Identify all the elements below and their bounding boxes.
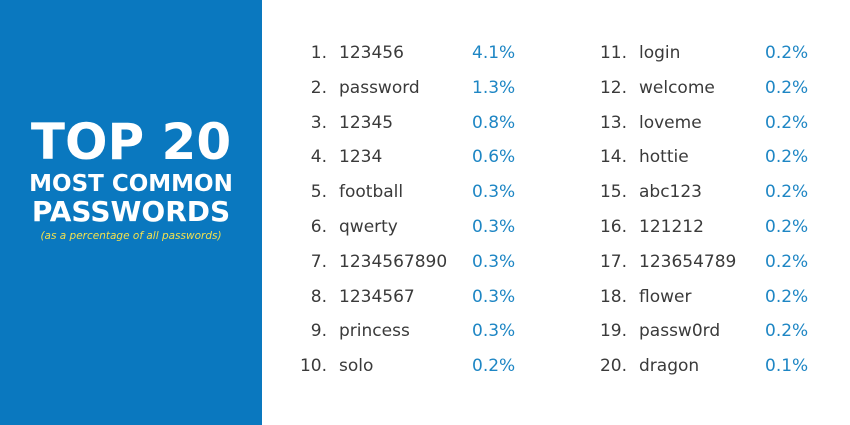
password: qwerty xyxy=(339,216,398,237)
password: login xyxy=(639,43,681,63)
password: passw0rd xyxy=(639,321,721,342)
rank: 8. xyxy=(310,286,327,307)
rank: 14. xyxy=(599,147,627,168)
rank: 20. xyxy=(599,356,627,377)
rank: 15. xyxy=(599,182,627,203)
percentage: 0.2% xyxy=(765,286,809,307)
rank: 1. xyxy=(310,43,327,63)
percentage: 0.2% xyxy=(765,182,809,203)
percentage: 0.2% xyxy=(765,77,809,98)
password: abc123 xyxy=(639,182,703,203)
password: welcome xyxy=(639,77,715,98)
percentage: 1.3% xyxy=(472,77,516,98)
password: dragon xyxy=(639,356,700,377)
rank: 17. xyxy=(599,251,627,272)
rank: 16. xyxy=(599,216,627,237)
percentage: 0.2% xyxy=(765,43,809,63)
percentage: 0.8% xyxy=(472,112,516,133)
rank: 7. xyxy=(310,251,327,272)
percentage: 4.1% xyxy=(472,43,516,63)
rank: 6. xyxy=(310,216,327,237)
title-block: TOP 20 MOST COMMON PASSWORDS (as a perce… xyxy=(0,115,262,243)
title-note: (as a percentage of all passwords) xyxy=(40,230,222,242)
rank: 5. xyxy=(310,182,327,203)
password: 123654789 xyxy=(639,251,737,272)
percentage: 0.6% xyxy=(472,147,516,168)
password: 121212 xyxy=(639,216,704,237)
rank: 19. xyxy=(599,321,627,342)
password: hottie xyxy=(639,147,689,168)
percentage: 0.2% xyxy=(765,321,809,342)
password: football xyxy=(339,182,404,203)
title-subtitle-line1: MOST COMMON xyxy=(29,171,233,197)
password: 1234 xyxy=(339,147,383,168)
rank: 9. xyxy=(310,321,327,342)
percentage: 0.3% xyxy=(472,321,516,342)
password: 1234567 xyxy=(339,286,415,307)
percentage: 0.2% xyxy=(765,147,809,168)
password: password xyxy=(339,77,420,98)
rank: 10. xyxy=(299,356,327,377)
rank: 2. xyxy=(310,77,327,98)
percentage: 0.3% xyxy=(472,286,516,307)
rank: 3. xyxy=(310,112,327,133)
password: 123456 xyxy=(339,43,404,63)
password: solo xyxy=(339,356,374,377)
rank: 12. xyxy=(599,77,627,98)
password: 1234567890 xyxy=(339,251,448,272)
password: loveme xyxy=(639,112,702,133)
password: flower xyxy=(639,286,692,307)
title-main: TOP 20 xyxy=(30,113,232,171)
rank: 13. xyxy=(599,112,627,133)
percentage: 0.1% xyxy=(765,356,809,377)
title-subtitle-line2: PASSWORDS xyxy=(31,195,231,228)
percentage: 0.3% xyxy=(472,251,516,272)
percentage: 0.2% xyxy=(765,251,809,272)
percentage: 0.2% xyxy=(472,356,516,377)
password: 12345 xyxy=(339,112,394,133)
percentage: 0.2% xyxy=(765,216,809,237)
rank: 11. xyxy=(599,43,627,63)
percentage: 0.3% xyxy=(472,182,516,203)
rank: 4. xyxy=(310,147,327,168)
percentage: 0.2% xyxy=(765,112,809,133)
title-panel: TOP 20 MOST COMMON PASSWORDS (as a perce… xyxy=(0,0,262,425)
password: princess xyxy=(339,321,410,342)
rank: 18. xyxy=(599,286,627,307)
percentage: 0.3% xyxy=(472,216,516,237)
